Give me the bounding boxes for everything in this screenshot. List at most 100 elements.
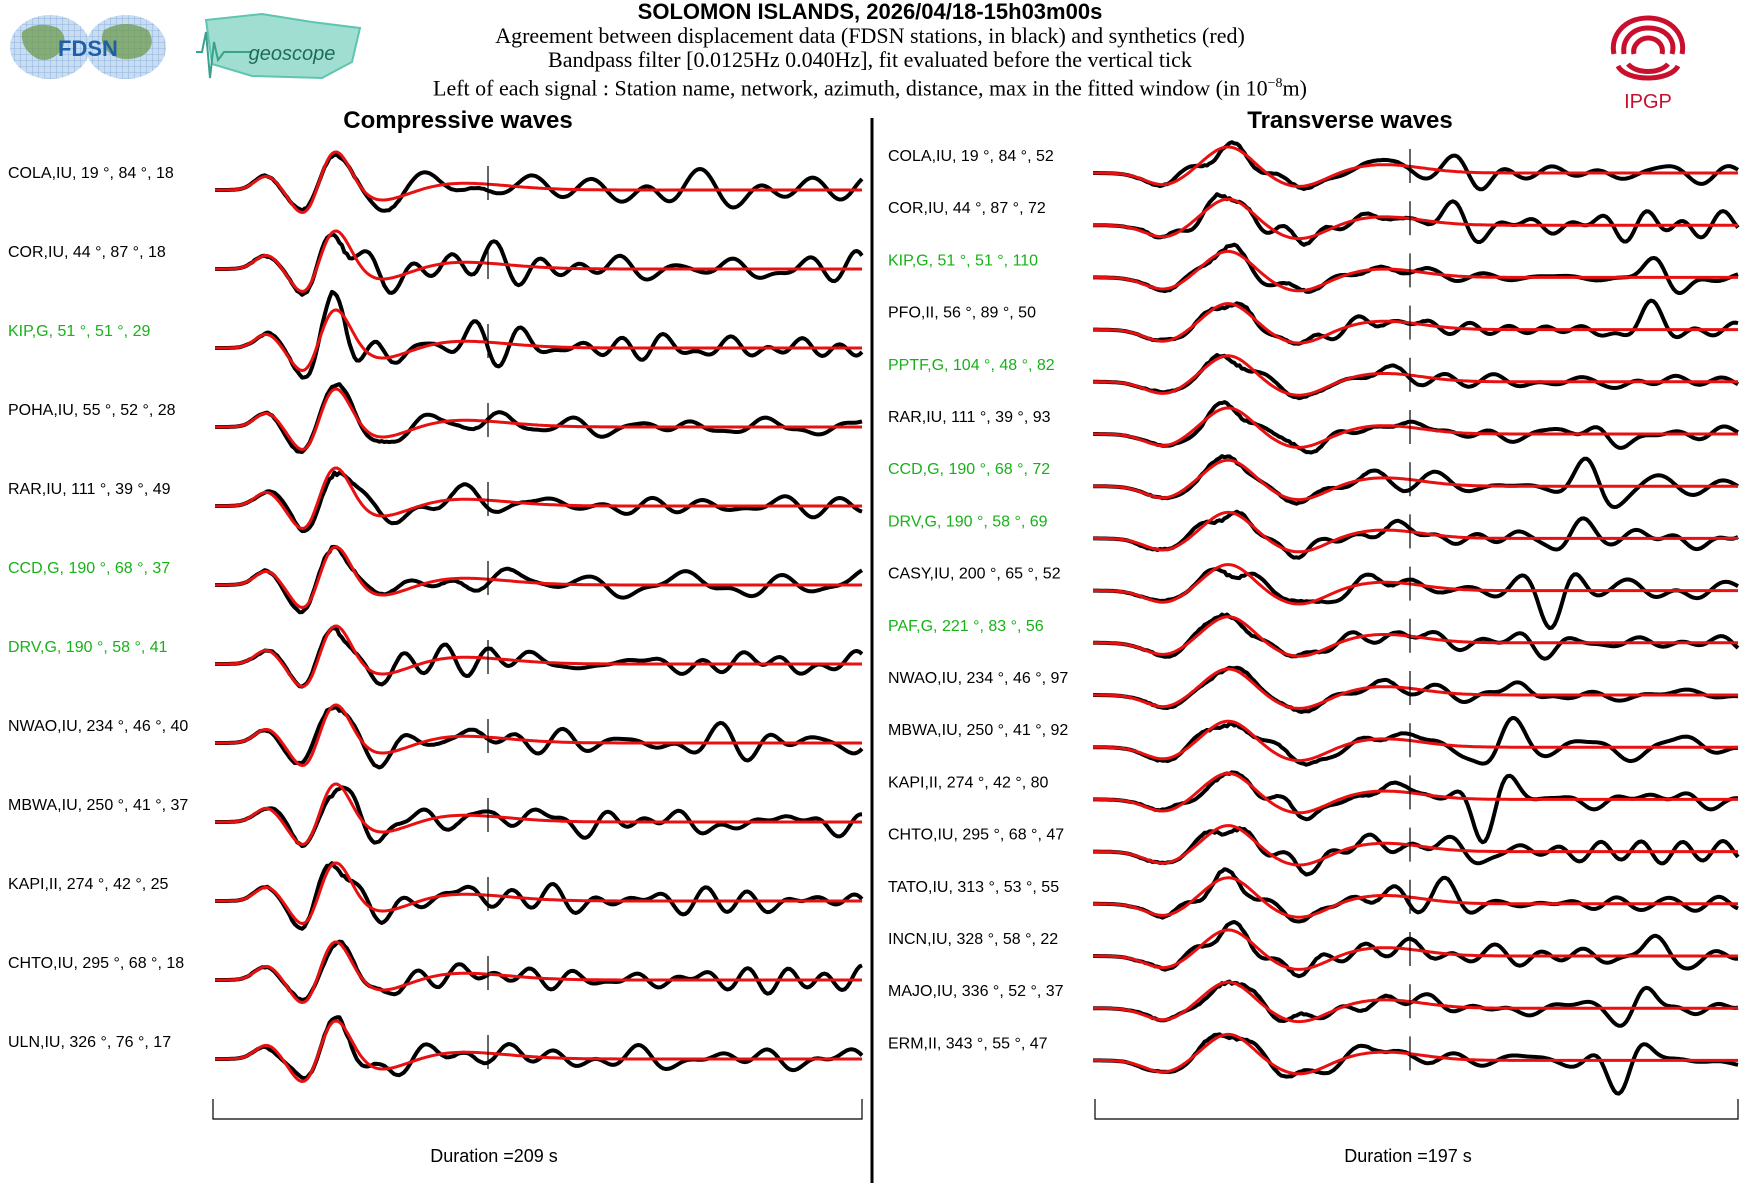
duration-bracket: Duration =197 s (1094, 1099, 1739, 1166)
synthetic-trace (1093, 771, 1738, 815)
station-label: RAR,IU, 111 °, 39 °, 93 (888, 409, 1051, 426)
data-trace (1093, 1032, 1739, 1096)
station-trace-ccd-g: CCD,G, 190 °, 68 °, 37 (8, 544, 864, 615)
station-label: COR,IU, 44 °, 87 °, 18 (8, 244, 166, 261)
data-trace (215, 232, 864, 297)
data-trace (1093, 566, 1739, 630)
subtitle-line-3-text: Left of each signal : Station name, netw… (433, 75, 1268, 101)
station-label: DRV,G, 190 °, 58 °, 41 (8, 639, 168, 656)
station-trace-poha-iu: POHA,IU, 55 °, 52 °, 28 (8, 382, 863, 454)
geoscope-shape (204, 12, 362, 80)
synthetic-trace (1093, 354, 1738, 397)
subtitle-line-3: Left of each signal : Station name, netw… (0, 72, 1740, 100)
data-trace (1093, 770, 1739, 845)
station-trace-drv-g: DRV,G, 190 °, 58 °, 69 (888, 509, 1739, 560)
station-label: KAPI,II, 274 °, 42 °, 25 (8, 876, 169, 893)
duration-bracket-line (212, 1099, 863, 1120)
station-trace-chto-iu: CHTO,IU, 295 °, 68 °, 18 (8, 939, 863, 1004)
synthetic-trace (1093, 667, 1738, 710)
synthetic-trace (215, 466, 862, 530)
synthetic-trace (215, 545, 862, 609)
data-trace (215, 861, 864, 931)
synthetic-trace (215, 229, 862, 293)
synthetic-trace (1093, 197, 1738, 241)
fdsn-logo: FDSN (10, 15, 166, 79)
synthetic-trace (1093, 563, 1738, 606)
station-label: INCN,IU, 328 °, 58 °, 22 (888, 931, 1058, 948)
station-trace-mbwa-iu: MBWA,IU, 250 °, 41 °, 37 (8, 782, 863, 849)
station-label: CCD,G, 190 °, 68 °, 72 (888, 461, 1050, 478)
station-label: DRV,G, 190 °, 58 °, 69 (888, 513, 1048, 530)
panel-title: Compressive waves (343, 107, 572, 134)
data-trace (215, 544, 864, 615)
geoscope-logo: geoscope (196, 12, 362, 80)
data-trace (215, 785, 863, 849)
synthetic-trace (1093, 876, 1738, 919)
data-trace (1093, 400, 1739, 455)
synthetic-trace (1093, 719, 1738, 763)
synthetic-trace (1093, 824, 1738, 867)
station-trace-nwao-iu: NWAO,IU, 234 °, 46 °, 97 (888, 665, 1739, 714)
subtitle-line-3-unit: m) (1282, 75, 1307, 101)
duration-label: Duration =209 s (430, 1146, 558, 1166)
station-trace-pptf-g: PPTF,G, 104 °, 48 °, 82 (888, 353, 1739, 401)
station-trace-casy-iu: CASY,IU, 200 °, 65 °, 52 (888, 563, 1739, 630)
station-label: PFO,II, 56 °, 89 °, 50 (888, 305, 1036, 322)
station-trace-cor-iu: COR,IU, 44 °, 87 °, 72 (888, 192, 1740, 247)
data-trace (215, 939, 863, 1002)
station-label: KAPI,II, 274 °, 42 °, 80 (888, 774, 1049, 791)
subtitle-exponent: −8 (1267, 76, 1283, 91)
figure-header: SOLOMON ISLANDS, 2026/04/18-15h03m00s Ag… (0, 0, 1740, 110)
station-trace-cola-iu: COLA,IU, 19 °, 84 °, 52 (888, 140, 1740, 192)
synthetic-trace (1093, 928, 1738, 971)
synthetic-trace (1093, 980, 1738, 1024)
station-label: MBWA,IU, 250 °, 41 °, 37 (8, 797, 188, 814)
synthetic-trace (1093, 458, 1738, 502)
station-label: KIP,G, 51 °, 51 °, 29 (8, 323, 150, 340)
station-trace-cor-iu: COR,IU, 44 °, 87 °, 18 (8, 229, 864, 297)
synthetic-trace (215, 703, 862, 767)
station-label: MBWA,IU, 250 °, 41 °, 92 (888, 722, 1068, 739)
station-label: NWAO,IU, 234 °, 46 °, 40 (8, 718, 188, 735)
station-trace-drv-g: DRV,G, 190 °, 58 °, 41 (8, 624, 864, 689)
station-label: TATO,IU, 313 °, 53 °, 55 (888, 879, 1059, 896)
station-label: POHA,IU, 55 °, 52 °, 28 (8, 402, 176, 419)
data-trace (215, 705, 864, 770)
synthetic-trace (1093, 249, 1738, 293)
synthetic-trace (1093, 1032, 1738, 1076)
station-trace-rar-iu: RAR,IU, 111 °, 39 °, 93 (888, 400, 1739, 455)
station-trace-ccd-g: CCD,G, 190 °, 68 °, 72 (888, 454, 1739, 510)
synthetic-trace (215, 940, 862, 1004)
station-label: COLA,IU, 19 °, 84 °, 52 (888, 148, 1054, 165)
station-trace-kip-g: KIP,G, 51 °, 51 °, 110 (888, 242, 1739, 295)
station-trace-pfo-ii: PFO,II, 56 °, 89 °, 50 (888, 298, 1739, 346)
station-trace-nwao-iu: NWAO,IU, 234 °, 46 °, 40 (8, 703, 864, 770)
station-label: NWAO,IU, 234 °, 46 °, 97 (888, 670, 1068, 687)
station-label: KIP,G, 51 °, 51 °, 110 (888, 252, 1038, 269)
data-trace (1093, 979, 1739, 1028)
ipgp-logo: IPGP (1610, 15, 1686, 112)
geoscope-trace-icon (196, 31, 252, 79)
synthetic-trace (215, 150, 862, 214)
station-trace-cola-iu: COLA,IU, 19 °, 84 °, 18 (8, 150, 864, 214)
compressive-panel: Compressive waves COLA,IU, 19 °, 84 °, 18… (8, 107, 864, 1166)
station-label: PPTF,G, 104 °, 48 °, 82 (888, 357, 1055, 374)
station-trace-incn-iu: INCN,IU, 328 °, 58 °, 22 (888, 920, 1739, 979)
data-trace (1093, 242, 1739, 295)
synthetic-trace (215, 861, 862, 925)
data-trace (1093, 509, 1739, 560)
subtitle-line-2: Bandpass filter [0.0125Hz 0.040Hz], fit … (548, 47, 1192, 72)
duration-label: Duration =197 s (1344, 1146, 1472, 1166)
panel-title: Transverse waves (1247, 107, 1453, 134)
station-trace-uln-iu: ULN,IU, 326 °, 76 °, 17 (8, 1015, 864, 1083)
synthetic-trace (1093, 145, 1738, 188)
station-label: ULN,IU, 326 °, 76 °, 17 (8, 1034, 171, 1051)
geoscope-logo-text: geoscope (249, 43, 336, 65)
data-trace (1093, 716, 1738, 767)
station-trace-chto-iu: CHTO,IU, 295 °, 68 °, 47 (888, 824, 1740, 877)
station-label: COLA,IU, 19 °, 84 °, 18 (8, 165, 174, 182)
synthetic-trace (215, 387, 862, 451)
data-trace (215, 289, 864, 380)
station-trace-paf-g: PAF,G, 221 °, 83 °, 56 (888, 612, 1740, 661)
